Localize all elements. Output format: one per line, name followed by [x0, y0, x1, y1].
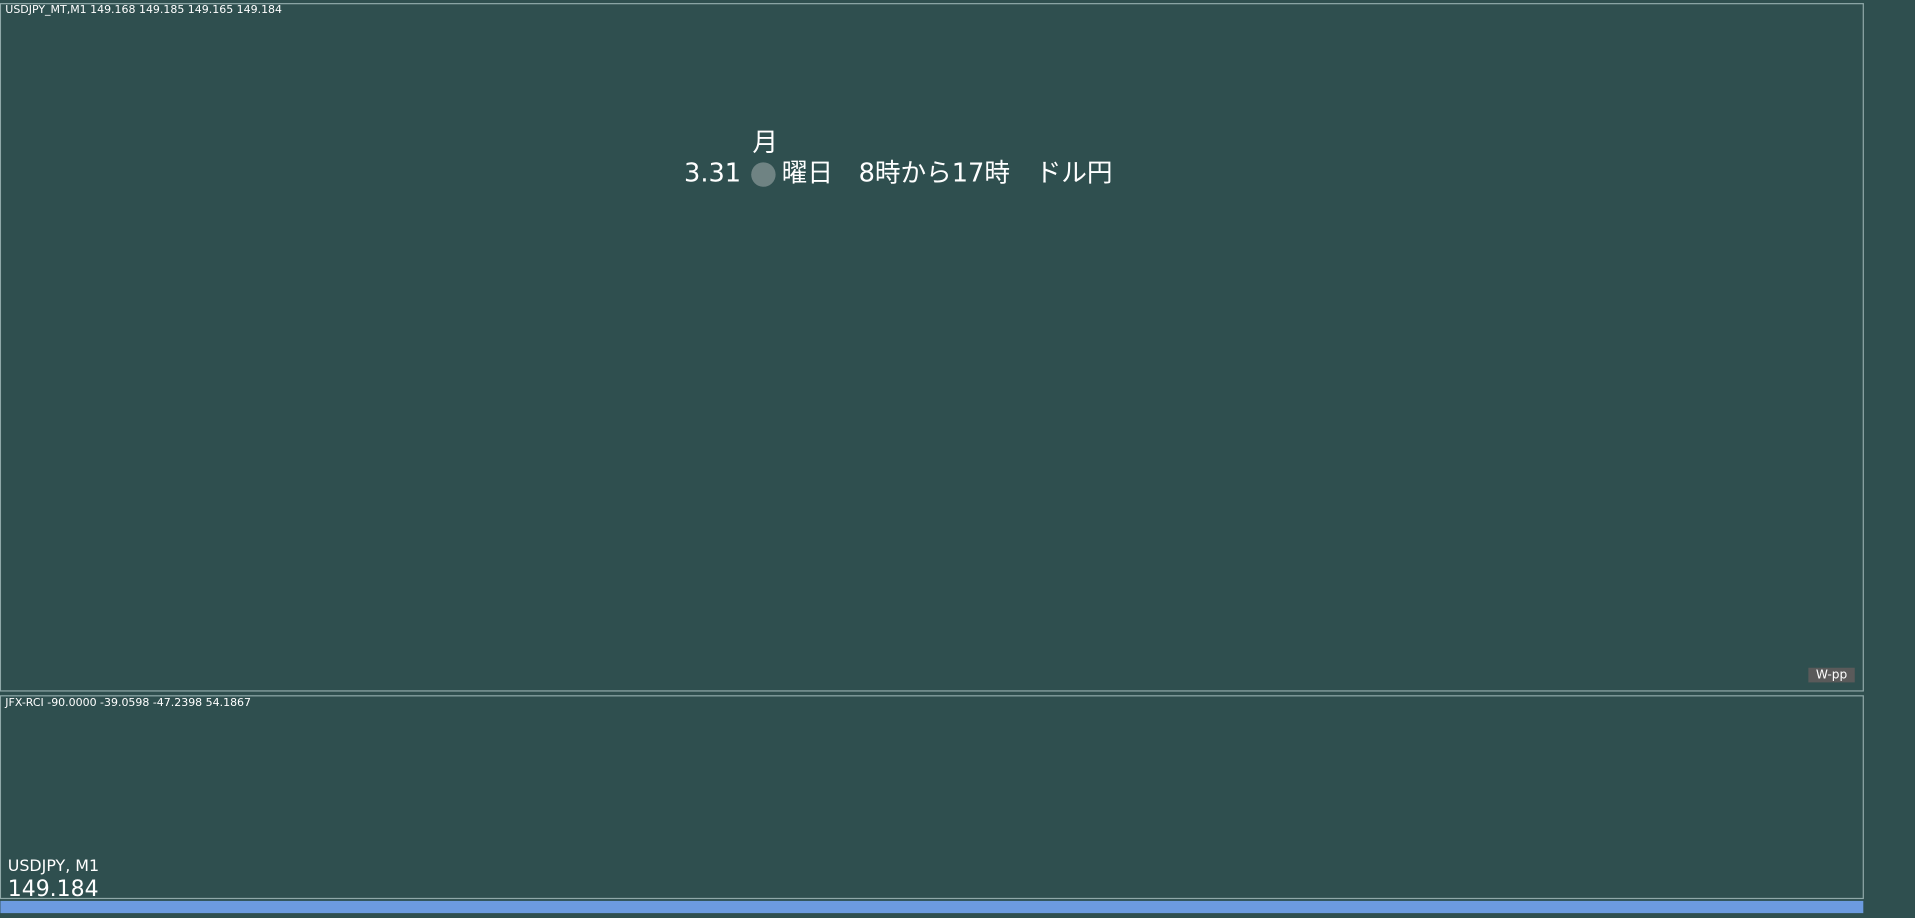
badge: W-pp: [1816, 668, 1848, 682]
title-text: 曜日 8時から17時 ドル円: [782, 159, 1113, 189]
symbol: USDJPY, M1: [8, 856, 99, 875]
rci-pane: [0, 695, 1864, 900]
blur-mark: [751, 162, 776, 187]
last-price: 149.184: [8, 877, 99, 902]
title-date: 3.31: [684, 159, 741, 189]
time-bar: [0, 900, 1864, 914]
rci-header: JFX-RCI -90.0000 -39.0598 -47.2398 54.18…: [4, 696, 251, 709]
title-superscript: 月: [752, 128, 778, 158]
badge-box: [1808, 667, 1855, 683]
main-pane: [0, 3, 1864, 692]
header: USDJPY_MT,M1 149.168 149.185 149.165 149…: [5, 3, 282, 16]
